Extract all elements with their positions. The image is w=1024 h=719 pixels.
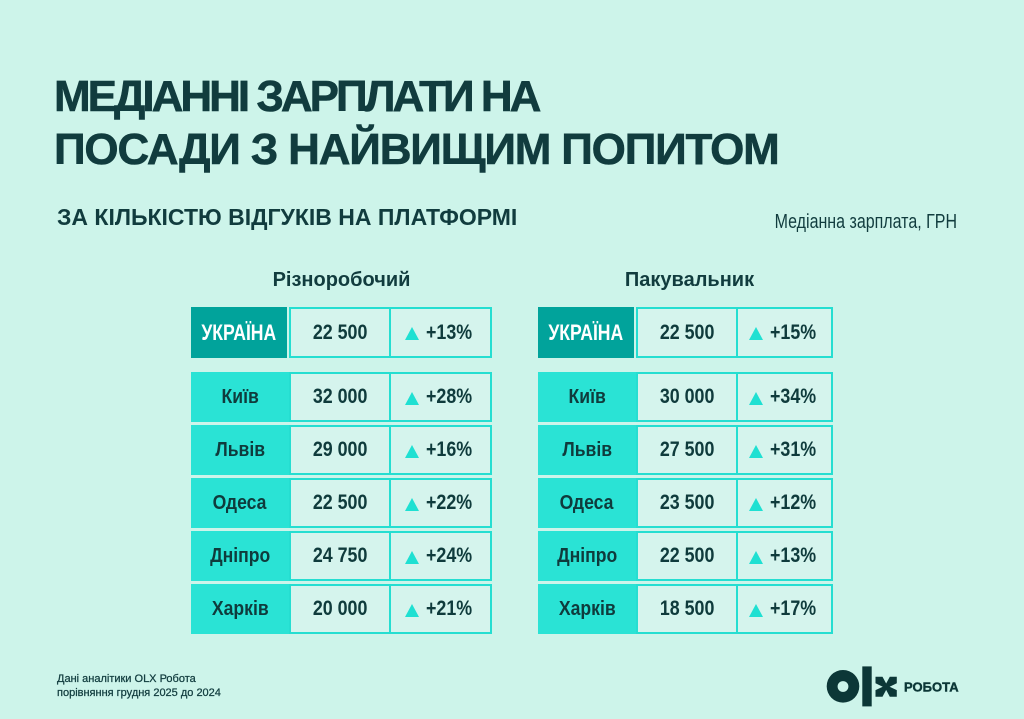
svg-text:РОБОТА: РОБОТА [904, 680, 959, 695]
